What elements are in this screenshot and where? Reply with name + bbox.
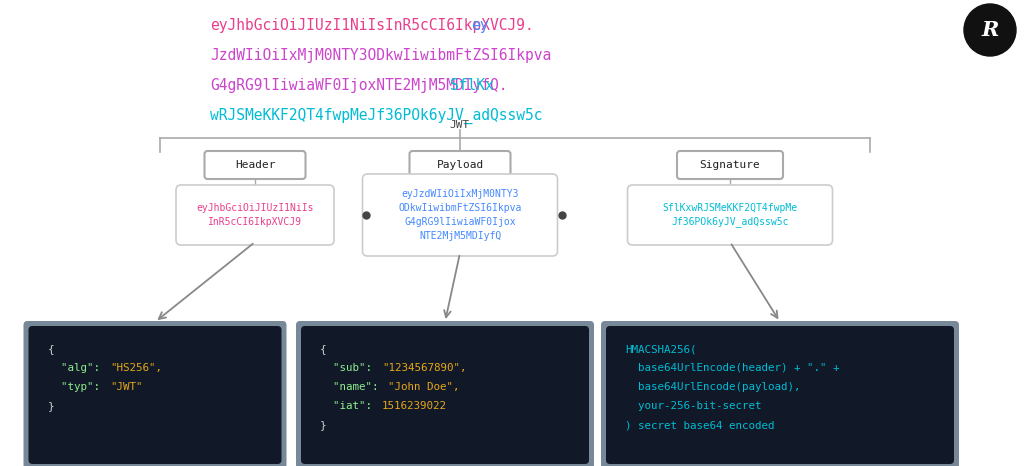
FancyBboxPatch shape bbox=[205, 151, 305, 179]
Text: ) secret base64 encoded: ) secret base64 encoded bbox=[625, 420, 774, 430]
Text: "iat":: "iat": bbox=[319, 401, 379, 411]
FancyBboxPatch shape bbox=[606, 326, 954, 464]
Text: G4gRG9lIiwiaWF0IjoxNTE2MjM5MDIyfQ.: G4gRG9lIiwiaWF0IjoxNTE2MjM5MDIyfQ. bbox=[210, 78, 508, 93]
FancyBboxPatch shape bbox=[301, 326, 589, 464]
FancyBboxPatch shape bbox=[628, 185, 833, 245]
FancyBboxPatch shape bbox=[677, 151, 783, 179]
Text: Signature: Signature bbox=[699, 160, 761, 170]
Circle shape bbox=[964, 4, 1016, 56]
Text: eyJhbGciOiJIUzI1NiIsInR5cCI6IkpXVCJ9.: eyJhbGciOiJIUzI1NiIsInR5cCI6IkpXVCJ9. bbox=[210, 18, 534, 33]
Text: HMACSHA256(: HMACSHA256( bbox=[625, 344, 696, 354]
Text: }: } bbox=[48, 401, 54, 411]
Text: "HS256",: "HS256", bbox=[110, 363, 162, 373]
FancyBboxPatch shape bbox=[29, 326, 282, 464]
Text: R: R bbox=[981, 20, 998, 40]
FancyBboxPatch shape bbox=[410, 151, 511, 179]
Text: "JWT": "JWT" bbox=[110, 382, 142, 392]
Text: eyJzdWIiOiIxMjM0NTY3
ODkwIiwibmFtZSI6Ikpva
G4gRG9lIiwiaWF0Ijox
NTE2MjM5MDIyfQ: eyJzdWIiOiIxMjM0NTY3 ODkwIiwibmFtZSI6Ikp… bbox=[398, 189, 521, 241]
Text: base64UrlEncode(payload),: base64UrlEncode(payload), bbox=[625, 382, 801, 392]
Text: SflKx: SflKx bbox=[450, 78, 494, 93]
Text: {: { bbox=[48, 344, 54, 354]
Text: JzdWIiOiIxMjM0NTY3ODkwIiwibmFtZSI6Ikpva: JzdWIiOiIxMjM0NTY3ODkwIiwibmFtZSI6Ikpva bbox=[210, 48, 551, 63]
Text: Header: Header bbox=[234, 160, 275, 170]
Text: your-256-bit-secret: your-256-bit-secret bbox=[625, 401, 762, 411]
FancyBboxPatch shape bbox=[176, 185, 334, 245]
Text: wRJSMeKKF2QT4fwpMeJf36POk6yJV_adQssw5c: wRJSMeKKF2QT4fwpMeJf36POk6yJV_adQssw5c bbox=[210, 108, 543, 124]
Text: base64UrlEncode(header) + "." +: base64UrlEncode(header) + "." + bbox=[625, 363, 840, 373]
Text: SflKxwRJSMeKKF2QT4fwpMe
Jf36POk6yJV_adQssw5c: SflKxwRJSMeKKF2QT4fwpMe Jf36POk6yJV_adQs… bbox=[663, 203, 798, 227]
Text: JWT: JWT bbox=[450, 120, 470, 130]
Text: "typ":: "typ": bbox=[48, 382, 106, 392]
Text: "name":: "name": bbox=[319, 382, 385, 392]
Text: eyJhbGciOiJIUzI1NiIs
InR5cCI6IkpXVCJ9: eyJhbGciOiJIUzI1NiIs InR5cCI6IkpXVCJ9 bbox=[197, 203, 313, 227]
FancyBboxPatch shape bbox=[296, 321, 594, 466]
Text: "sub":: "sub": bbox=[319, 363, 379, 373]
Text: }: } bbox=[319, 420, 327, 430]
Text: ey: ey bbox=[471, 18, 488, 33]
Text: Payload: Payload bbox=[436, 160, 483, 170]
Text: "alg":: "alg": bbox=[48, 363, 106, 373]
FancyBboxPatch shape bbox=[601, 321, 959, 466]
Text: "John Doe",: "John Doe", bbox=[388, 382, 460, 392]
FancyBboxPatch shape bbox=[362, 174, 557, 256]
Text: {: { bbox=[319, 344, 327, 354]
FancyBboxPatch shape bbox=[24, 321, 287, 466]
Text: 1516239022: 1516239022 bbox=[382, 401, 447, 411]
Text: "1234567890",: "1234567890", bbox=[382, 363, 467, 373]
